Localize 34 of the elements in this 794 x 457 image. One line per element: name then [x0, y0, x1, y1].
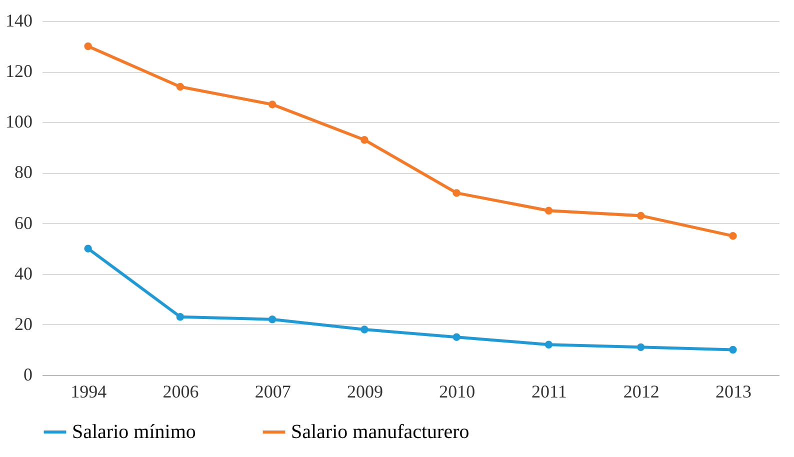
point [84, 42, 92, 50]
point [176, 312, 184, 321]
y-tick-label: 120 [6, 61, 32, 82]
point [452, 333, 460, 341]
point [176, 82, 184, 91]
y-tick-label: 0 [24, 364, 32, 384]
point [544, 206, 553, 215]
x-tick-label: 2006 [162, 382, 199, 402]
point [84, 244, 92, 252]
x-tick-label: 2012 [623, 382, 660, 402]
legend-label: Salario mínimo [72, 421, 196, 443]
legend-label: Salario manufacturero [291, 421, 470, 443]
y-tick-label: 40 [14, 263, 32, 284]
x-tick-label: 1994 [70, 382, 107, 402]
x-tick-label: 2010 [439, 382, 476, 402]
point [268, 100, 276, 108]
y-tick-label: 140 [6, 10, 32, 30]
x-tick-label: 2013 [715, 382, 752, 402]
y-tick-label: 100 [6, 112, 32, 132]
x-tick-label: 2011 [532, 382, 567, 402]
point [452, 189, 460, 197]
point [360, 326, 368, 334]
y-tick-label: 20 [14, 314, 32, 334]
x-tick-label: 2009 [346, 382, 383, 402]
point [729, 346, 737, 354]
point [268, 316, 276, 324]
point [729, 232, 737, 240]
point [636, 343, 645, 352]
y-tick-label: 80 [14, 162, 32, 182]
point [636, 212, 645, 220]
x-tick-label: 2007 [254, 382, 291, 402]
y-tick-label: 60 [14, 212, 32, 233]
point [360, 136, 368, 144]
point [544, 340, 553, 349]
